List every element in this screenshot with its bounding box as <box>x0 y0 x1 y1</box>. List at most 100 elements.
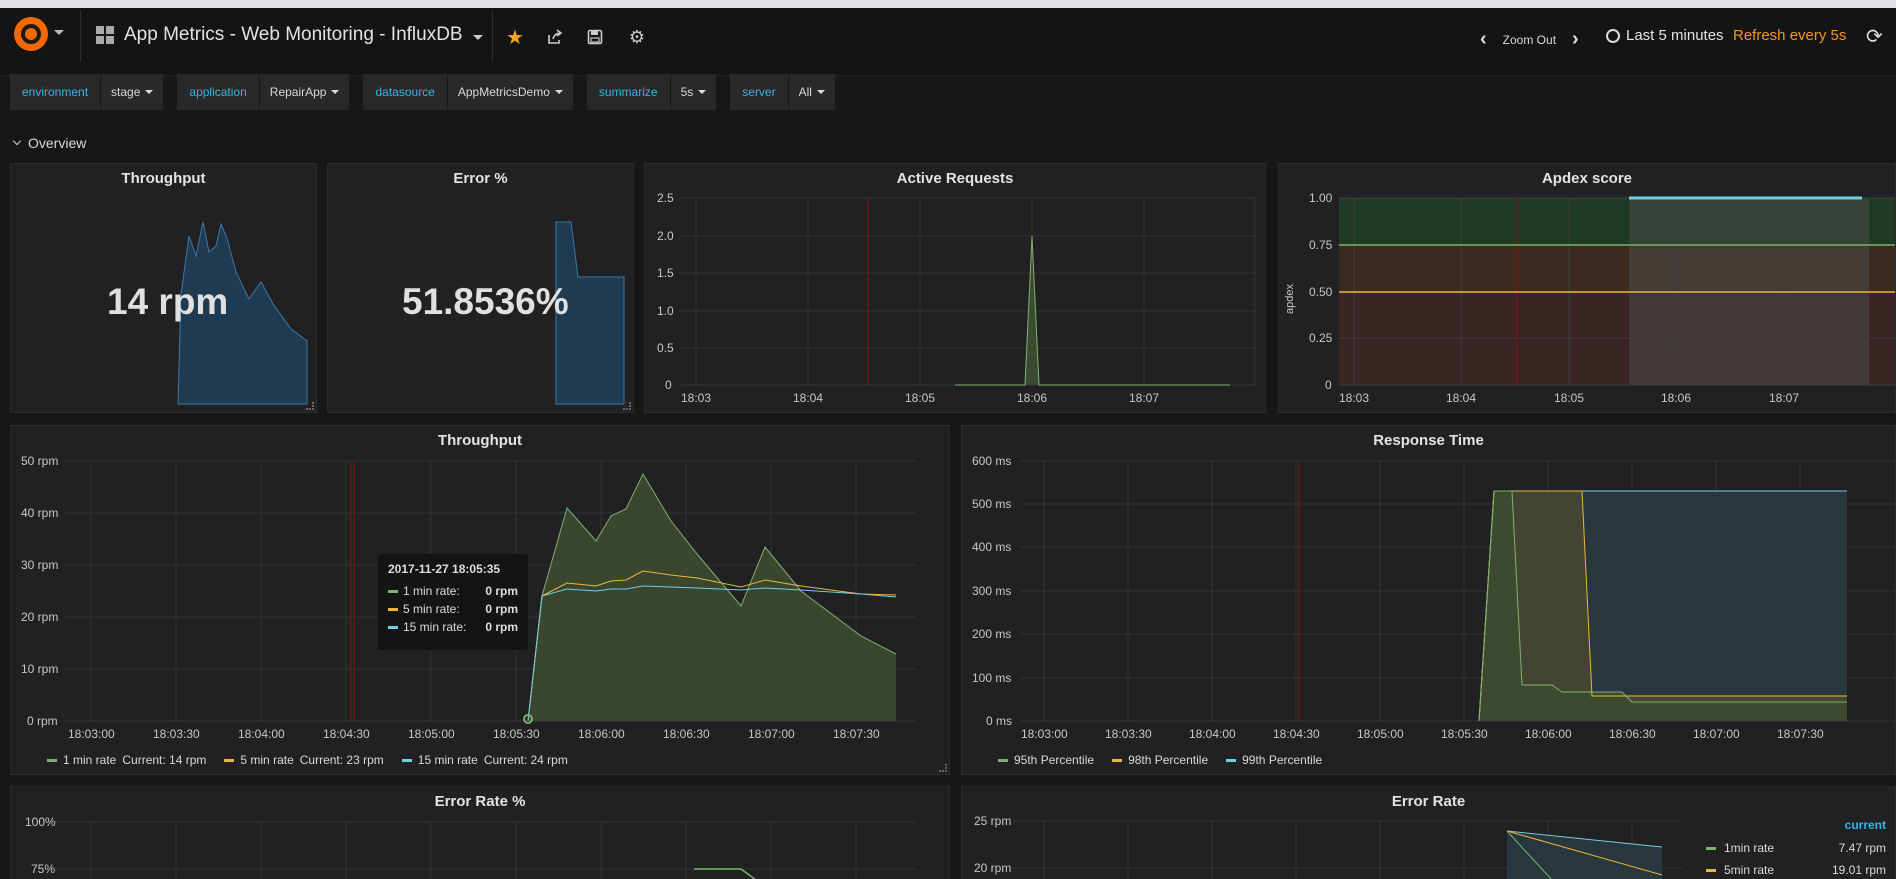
resize-handle[interactable] <box>939 764 947 772</box>
variable-select-server[interactable]: All <box>788 74 835 110</box>
x-tick: 18:03 <box>681 391 711 405</box>
panel-apdex[interactable]: Apdex score 1.00 0.75 0.50 0.25 0 apdex … <box>1278 163 1896 413</box>
legend-item-99th[interactable]: 99th Percentile <box>1226 753 1322 767</box>
tooltip-value: 0 rpm <box>485 620 518 634</box>
chevron-right-icon[interactable]: › <box>1572 28 1579 50</box>
refresh-interval[interactable]: Refresh every 5s <box>1733 27 1847 44</box>
y-tick: 200 ms <box>972 627 1011 641</box>
legend-label: 95th Percentile <box>1014 753 1095 767</box>
y-tick: 500 ms <box>972 497 1011 511</box>
chevron-down-icon <box>816 90 825 94</box>
chevron-down-icon <box>331 90 340 94</box>
stat-value: 14 rpm <box>107 281 229 322</box>
panel-active-requests[interactable]: Active Requests 2.5 2.0 1.5 1.0 0.5 0 18… <box>644 163 1266 413</box>
variable-select-summarize[interactable]: 5s <box>670 74 717 110</box>
x-tick: 18:07:00 <box>1693 727 1740 741</box>
x-tick: 18:05 <box>905 391 935 405</box>
response-time-chart: 600 ms 500 ms 400 ms 300 ms 200 ms 100 m… <box>972 454 1895 741</box>
tooltip-label: 15 min rate: <box>403 620 467 634</box>
y-tick: 0 <box>665 378 672 392</box>
legend-current: Current: 14 rpm <box>122 753 207 767</box>
zoom-controls: ‹ Zoom Out › <box>1480 28 1579 51</box>
chevron-down-icon[interactable] <box>54 30 64 35</box>
panel-throughput-stat[interactable]: Throughput 14 rpm <box>10 163 317 413</box>
star-icon[interactable]: ★ <box>506 26 524 49</box>
x-tick: 18:06:00 <box>578 727 625 741</box>
x-tick: 18:03:00 <box>1021 727 1068 741</box>
variable-select-application[interactable]: RepairApp <box>259 74 350 110</box>
x-tick: 18:03:30 <box>153 727 200 741</box>
legend-current: Current: 23 rpm <box>299 753 384 767</box>
x-tick: 18:06:00 <box>1525 727 1572 741</box>
time-range-label: Last 5 minutes <box>1626 27 1724 44</box>
legend-item-1min[interactable]: 1 min rate Current: 14 rpm <box>47 753 206 767</box>
y-tick: 1.5 <box>657 266 674 280</box>
x-tick: 18:04:30 <box>323 727 370 741</box>
legend-current: Current: 24 rpm <box>483 753 568 767</box>
series-1min <box>1506 830 1552 879</box>
variable-label-application: application <box>177 74 259 110</box>
y-tick: 20 rpm <box>974 861 1011 875</box>
grafana-logo-icon[interactable] <box>14 17 48 51</box>
panel-title: Throughput <box>121 170 206 187</box>
legend-header: current <box>1844 818 1886 832</box>
share-icon[interactable] <box>542 24 568 50</box>
sparkline <box>555 221 625 405</box>
y-tick: 0.75 <box>1309 238 1333 252</box>
x-tick: 18:07 <box>1769 391 1799 405</box>
x-tick: 18:05:00 <box>1357 727 1404 741</box>
y-tick: 50 rpm <box>21 454 58 468</box>
x-tick: 18:03:00 <box>68 727 115 741</box>
x-tick: 18:07 <box>1129 391 1159 405</box>
dashboard-title-picker[interactable]: App Metrics - Web Monitoring - InfluxDB <box>96 24 483 46</box>
stat-value: 51.8536% <box>402 281 569 322</box>
x-tick: 18:06 <box>1661 391 1691 405</box>
series-5min <box>527 570 897 722</box>
variable-select-datasource[interactable]: AppMetricsDemo <box>447 74 573 110</box>
legend-item-95th[interactable]: 95th Percentile <box>998 753 1094 767</box>
panel-error-rate-percent[interactable]: Error Rate % 100% 75% <box>10 786 950 879</box>
y-tick: 0 <box>1325 378 1332 392</box>
y-tick: 100 ms <box>972 671 1011 685</box>
chevron-left-icon[interactable]: ‹ <box>1480 28 1487 50</box>
legend-item-98th[interactable]: 98th Percentile <box>1112 753 1208 767</box>
navbar-divider <box>80 10 81 62</box>
y-tick: 600 ms <box>972 454 1011 468</box>
legend-label: 99th Percentile <box>1242 753 1323 767</box>
resize-handle[interactable] <box>623 402 631 410</box>
time-range-picker[interactable]: Last 5 minutes <box>1606 27 1724 44</box>
refresh-icon[interactable]: ⟳ <box>1866 26 1883 48</box>
x-tick: 18:06:30 <box>663 727 710 741</box>
y-tick: 40 rpm <box>21 506 58 520</box>
panel-response-time[interactable]: Response Time 600 ms 500 ms 400 ms 300 m… <box>961 425 1896 775</box>
legend-item-5min[interactable]: 5 min rate Current: 23 rpm <box>224 753 384 767</box>
settings-icon[interactable]: ⚙ <box>628 26 646 47</box>
variable-value: RepairApp <box>269 85 327 99</box>
panel-title: Error Rate <box>1391 793 1466 810</box>
row-header-overview[interactable]: Overview <box>12 135 86 151</box>
resize-handle[interactable] <box>306 402 314 410</box>
y-tick: 400 ms <box>972 540 1011 554</box>
legend-item-15min[interactable]: 15 min rate Current: 24 rpm <box>401 753 568 767</box>
save-icon[interactable] <box>582 24 608 50</box>
top-navbar: App Metrics - Web Monitoring - InfluxDB … <box>0 0 1896 76</box>
legend-label: 1 min rate <box>63 753 117 767</box>
variable-select-environment[interactable]: stage <box>101 74 164 110</box>
panel-title: Response Time <box>1373 432 1484 449</box>
panel-error-stat[interactable]: Error % 51.8536% <box>327 163 634 413</box>
tooltip-label: 1 min rate: <box>403 584 460 598</box>
y-tick: 10 rpm <box>21 662 58 676</box>
x-tick: 18:06:30 <box>1609 727 1656 741</box>
panel-error-rate[interactable]: Error Rate 25 rpm 20 rpm <box>961 786 1896 879</box>
y-axis-label: apdex <box>1284 284 1296 314</box>
zoom-out-button[interactable]: Zoom Out <box>1502 32 1557 47</box>
chevron-down-icon <box>145 90 154 94</box>
navbar-divider <box>492 10 493 62</box>
y-tick: 0 rpm <box>27 714 58 728</box>
x-tick: 18:04:00 <box>238 727 285 741</box>
legend-row[interactable]: 5min rate 19.01 rpm <box>1706 859 1886 879</box>
legend-row[interactable]: 1min rate 7.47 rpm <box>1706 837 1886 859</box>
x-tick: 18:04 <box>793 391 823 405</box>
response-time-legend: 95th Percentile 98th Percentile 99th Per… <box>998 753 1322 767</box>
sparkline <box>177 221 308 405</box>
